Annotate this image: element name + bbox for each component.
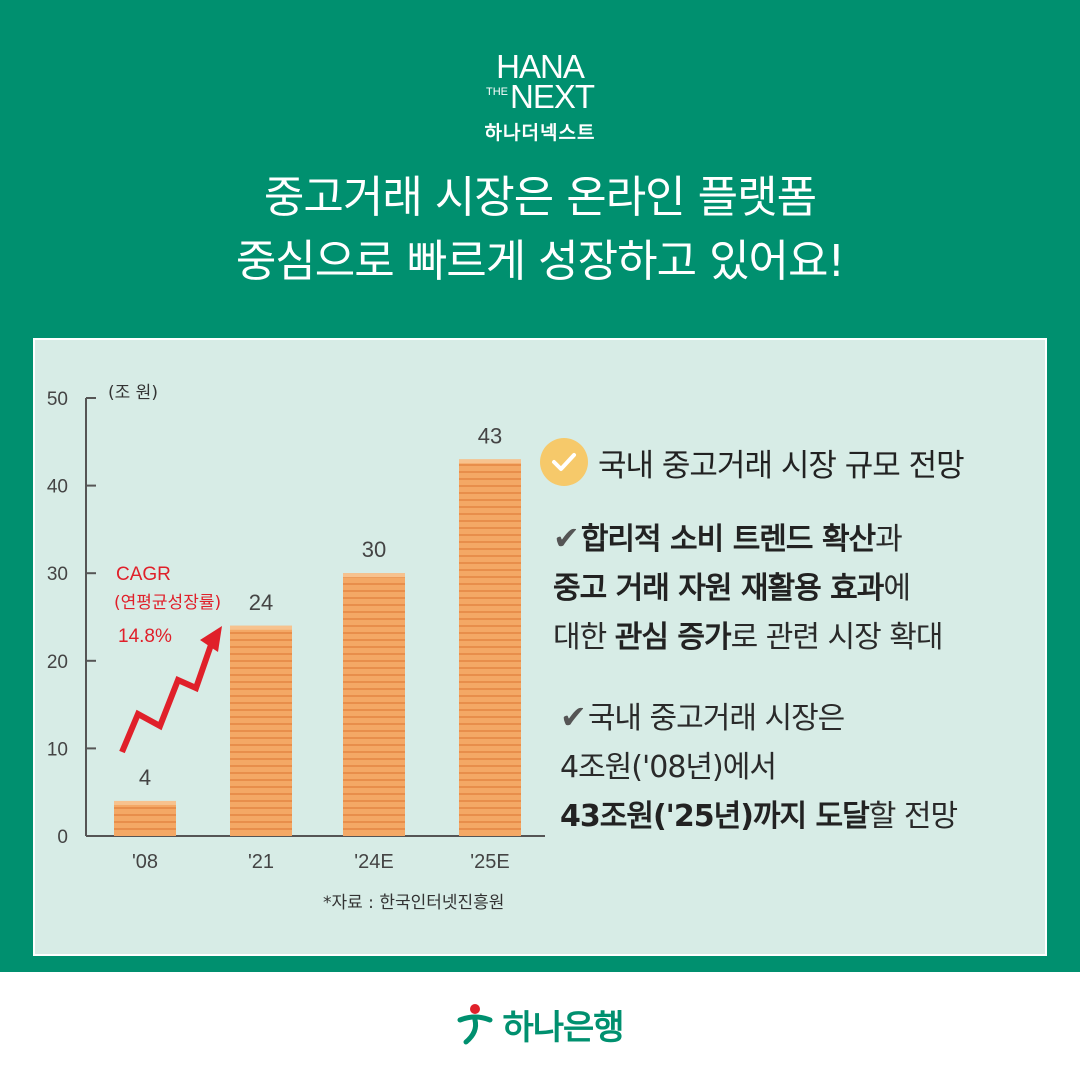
- y-tick-label: 10: [47, 739, 68, 760]
- y-tick-label: 30: [47, 564, 68, 585]
- headline: 중고거래 시장은 온라인 플랫폼 중심으로 빠르게 성장하고 있어요!: [0, 166, 1080, 294]
- logo-korean: 하나더넥스트: [484, 122, 596, 144]
- p1-a-bold: 합리적 소비 트렌드 확산: [580, 522, 876, 557]
- bar-fill: [343, 573, 405, 836]
- right-title: 국내 중고거래 시장 규모 전망: [540, 436, 965, 488]
- bar: [459, 459, 521, 836]
- paragraph-2: ✔국내 중고거래 시장은 4조원('08년)에서 43조원('25년)까지 도달…: [560, 693, 958, 841]
- headline-line1: 중고거래 시장은 온라인 플랫폼: [263, 172, 817, 223]
- y-tick-label: 50: [47, 389, 68, 410]
- logo-the: THE: [485, 86, 508, 98]
- p1-c-rest: 로 관련 시장 확대: [730, 620, 944, 655]
- check-circle-icon: [540, 438, 588, 486]
- check-mark-icon: ✔: [560, 698, 587, 736]
- hana-symbol-icon: [457, 1004, 493, 1045]
- data-label: 30: [362, 537, 386, 562]
- y-tick-label: 40: [47, 477, 68, 498]
- right-title-text: 국내 중고거래 시장 규모 전망: [598, 447, 965, 484]
- content-panel: [33, 338, 1047, 956]
- bar-fill: [114, 800, 176, 836]
- cagr-sub-label: (연평균성장률): [114, 593, 221, 613]
- logo-next: NEXT: [509, 78, 595, 115]
- unit-label: (조 원): [108, 383, 158, 403]
- p1-b-bold: 중고 거래 자원 재활용 효과: [553, 571, 884, 606]
- p2-line1: 국내 중고거래 시장은: [587, 701, 845, 736]
- x-tick-label: '25E: [470, 851, 509, 873]
- p1-c-pre: 대한: [553, 620, 615, 655]
- cagr-label: CAGR: [116, 564, 171, 585]
- bar: [114, 800, 176, 836]
- logo-line1: HANA: [496, 48, 585, 85]
- bar-top: [343, 573, 405, 578]
- logo-line2: THENEXT: [0, 80, 1080, 113]
- y-tick-label: 20: [47, 652, 68, 673]
- data-label: 4: [139, 765, 151, 790]
- paragraph-1: ✔합리적 소비 트렌드 확산과 중고 거래 자원 재활용 효과에 대한 관심 증…: [553, 514, 944, 662]
- bar-top: [230, 625, 292, 630]
- bar-top: [114, 800, 176, 805]
- p2-line3-bold: 43조원('25년)까지 도달: [560, 799, 870, 834]
- x-tick-label: '24E: [354, 851, 393, 873]
- y-tick-label: 0: [57, 827, 68, 848]
- headline-line2: 중심으로 빠르게 성장하고 있어요!: [235, 236, 845, 287]
- p2-line3-rest: 할 전망: [868, 799, 958, 834]
- bar-top: [459, 459, 521, 464]
- bar: [230, 625, 292, 836]
- growth-arrow-line: [119, 641, 215, 754]
- growth-arrow-head: [200, 626, 222, 652]
- x-tick-label: '08: [132, 851, 158, 873]
- bank-name: 하나은행: [502, 1007, 624, 1048]
- check-mark-icon: ✔: [553, 519, 580, 557]
- p1-c-bold: 관심 증가: [614, 620, 732, 655]
- p1-b-rest: 에: [883, 571, 911, 606]
- hana-the-next-logo: HANA THENEXT 하나더넥스트: [0, 48, 1080, 145]
- data-label: 24: [249, 590, 273, 615]
- cagr-value: 14.8%: [118, 626, 172, 647]
- p1-a-rest: 과: [875, 522, 903, 557]
- chart-source: *자료 : 한국인터넷진흥원: [323, 893, 505, 913]
- hana-bank-logo: 하나은행: [0, 996, 1080, 1052]
- bar: [343, 573, 405, 836]
- p2-line2: 4조원('08년)에서: [560, 750, 777, 785]
- x-tick-label: '21: [248, 851, 274, 873]
- data-label: 43: [478, 423, 502, 448]
